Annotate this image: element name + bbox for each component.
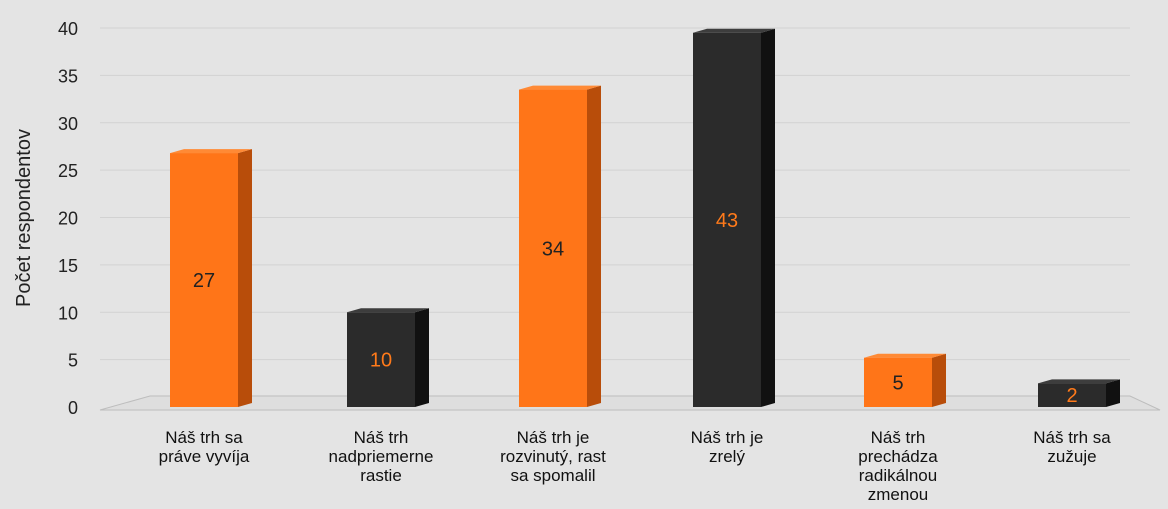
bar-front	[1038, 383, 1106, 407]
bar-front	[170, 153, 238, 407]
x-category-label: Náš trh nadpriemerne rastie	[329, 428, 434, 485]
y-tick-label: 25	[58, 161, 78, 181]
bar-side	[1106, 379, 1120, 407]
bar-top	[1038, 379, 1120, 384]
bar-top	[693, 28, 775, 33]
bar-top	[519, 85, 601, 90]
bar-front	[519, 89, 587, 408]
grid	[100, 27, 1130, 361]
y-tick-label: 5	[68, 351, 78, 371]
bar-value-label: 43	[716, 210, 738, 232]
bar-value-label: 10	[370, 350, 392, 372]
bar: 10	[347, 308, 429, 407]
chart-floor	[99, 395, 1161, 411]
bar-value-label: 34	[542, 238, 564, 260]
bar: 34	[519, 85, 601, 408]
x-axis-categories: Náš trh sa práve vyvíja Náš trh nadpriemern…	[159, 428, 1112, 504]
bar-value-label: 5	[892, 372, 903, 394]
bar-side	[761, 28, 775, 408]
bar: 5	[864, 353, 946, 407]
y-tick-label: 30	[58, 114, 78, 134]
y-tick-label: 35	[58, 66, 78, 86]
bar-top	[864, 353, 946, 358]
y-axis-ticks: 0 5 10 15 20 25 30 35 40	[58, 19, 78, 418]
bar-value-label: 27	[193, 270, 215, 292]
y-tick-label: 0	[68, 398, 78, 418]
x-category-label: Náš trh je zrelý	[691, 428, 764, 466]
bar-side	[587, 85, 601, 408]
x-category-label: Náš trh sa zužuje	[1033, 428, 1111, 466]
bar-side	[238, 149, 252, 407]
x-category-label: Náš trh prechádza radikálnou zmenou	[858, 428, 938, 504]
bar-front	[864, 357, 932, 407]
bar-top	[347, 308, 429, 313]
bar-value-label: 2	[1066, 385, 1077, 407]
bar: 27	[170, 149, 252, 407]
bar-front	[693, 32, 761, 408]
floor-plane	[99, 395, 1161, 411]
x-category-label: Náš trh sa práve vyvíja	[159, 428, 250, 466]
bar: 43	[693, 28, 775, 408]
bar-front	[347, 312, 415, 407]
x-category-label: Náš trh je rozvinutý, rast sa spomalil	[500, 428, 606, 485]
y-tick-label: 15	[58, 256, 78, 276]
y-axis-label: Počet respondentov	[13, 129, 35, 307]
y-tick-label: 40	[58, 19, 78, 39]
y-tick-label: 20	[58, 209, 78, 229]
bar-side	[932, 353, 946, 407]
bar-side	[415, 308, 429, 407]
bar: 2	[1038, 379, 1120, 407]
y-tick-label: 10	[58, 303, 78, 323]
bar-top	[170, 149, 252, 154]
